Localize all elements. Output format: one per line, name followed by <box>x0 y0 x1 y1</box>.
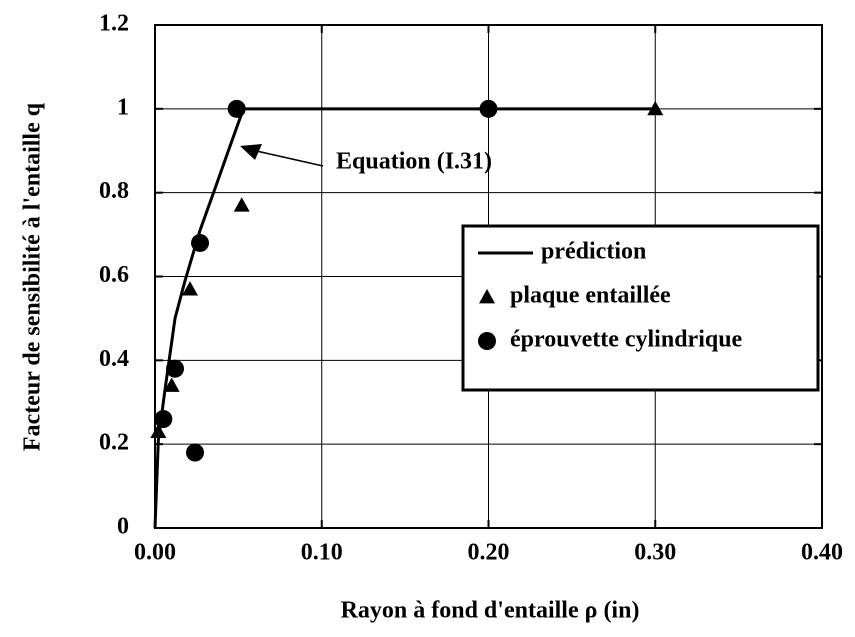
legend-triangle <box>479 289 495 304</box>
x-tick-label: 0.20 <box>468 540 510 566</box>
circle-point <box>479 99 498 118</box>
legend-label: éprouvette cylindrique <box>510 327 743 353</box>
legend-label: prédiction <box>541 239 646 265</box>
circle-point <box>186 443 205 462</box>
triangle-point <box>163 377 180 392</box>
triangle-point <box>150 423 167 438</box>
circle-point <box>191 233 210 252</box>
triangle-point <box>647 100 664 116</box>
y-tick-label: 0.6 <box>99 262 129 288</box>
y-tick-label: 1.2 <box>99 11 129 37</box>
triangle-point <box>182 281 199 296</box>
y-tick-label: 0.8 <box>99 178 129 204</box>
annotation-arrow <box>251 149 324 167</box>
circle-point <box>166 359 185 378</box>
y-tick-label: 0 <box>117 514 129 540</box>
y-tick-label: 1 <box>117 94 129 120</box>
y-tick-label: 0.4 <box>99 346 129 372</box>
triangle-point <box>233 197 250 212</box>
circle-point <box>227 99 246 118</box>
x-tick-label: 0.30 <box>634 540 676 566</box>
y-tick-label: 0.2 <box>99 430 129 456</box>
x-axis-title: Rayon à fond d'entaille ρ (in) <box>341 598 640 624</box>
legend-label: plaque entaillée <box>510 283 671 309</box>
legend-circle <box>478 332 496 350</box>
x-tick-label: 0.10 <box>301 540 343 566</box>
x-tick-label: 0.40 <box>801 540 843 566</box>
annotation-arrowhead <box>240 144 262 160</box>
y-axis-title: Facteur de sensibilité à l'entaille q <box>20 102 46 451</box>
circle-point <box>154 410 173 429</box>
x-tick-label: 0.00 <box>134 540 176 566</box>
annotation: Equation (I.31) <box>336 149 492 175</box>
